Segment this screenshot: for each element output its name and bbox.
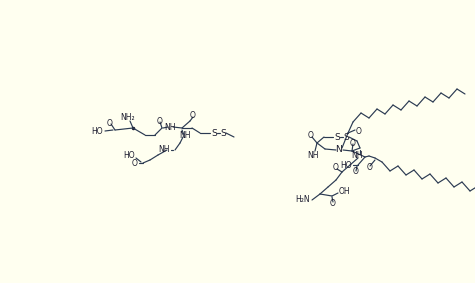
Text: S: S [334, 132, 340, 142]
Text: O: O [330, 198, 336, 207]
Text: O: O [190, 112, 196, 121]
Text: O: O [353, 168, 359, 177]
Text: OH: OH [339, 188, 351, 196]
Text: N: N [336, 145, 342, 155]
Text: S: S [343, 132, 349, 142]
Text: O: O [308, 132, 314, 140]
Text: O: O [367, 162, 373, 171]
Text: HO: HO [91, 127, 103, 136]
Text: S: S [211, 128, 217, 138]
Text: HO: HO [341, 160, 352, 170]
Text: H₂N: H₂N [295, 196, 310, 205]
Text: O: O [333, 164, 339, 173]
Text: NH: NH [164, 123, 176, 132]
Text: HO: HO [124, 151, 135, 160]
Text: NH: NH [351, 151, 363, 160]
Text: O: O [356, 127, 362, 136]
Text: S: S [220, 128, 226, 138]
Text: O: O [132, 158, 138, 168]
Text: NH₂: NH₂ [121, 113, 135, 123]
Text: O: O [350, 138, 356, 147]
Text: NH: NH [159, 145, 170, 155]
Text: O: O [107, 119, 113, 128]
Text: O: O [157, 117, 163, 125]
Text: NH: NH [307, 151, 319, 160]
Text: NH: NH [179, 132, 191, 140]
